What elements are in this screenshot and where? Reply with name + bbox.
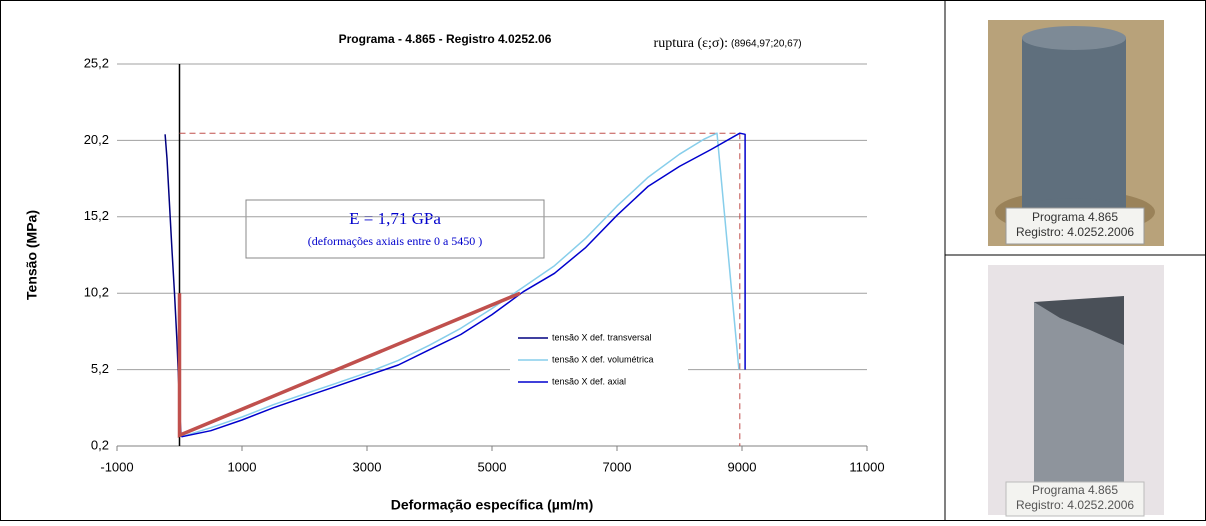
y-tick-label: 10,2	[84, 285, 109, 300]
legend-label: tensão X def. axial	[552, 376, 626, 386]
photo: Programa 4.865 Registro: 4.0252.2006	[988, 265, 1164, 517]
y-axis-label: Tensão (MPa)	[24, 210, 40, 300]
x-tick-label: 5000	[478, 459, 507, 474]
x-axis-label: Deformação específica (µm/m)	[391, 497, 594, 513]
annotation: (deformações axiais entre 0 a 5450 )	[308, 234, 483, 248]
x-tick-label: 7000	[603, 459, 632, 474]
x-tick-label: 9000	[728, 459, 757, 474]
chart-title: Programa - 4.865 - Registro 4.0252.06	[339, 32, 552, 46]
annotation: E = 1,71 GPa	[349, 209, 441, 228]
photo-caption: Registro: 4.0252.2006	[1016, 498, 1134, 512]
series-line	[181, 132, 746, 438]
fit-line	[177, 291, 521, 438]
x-tick-label: 3000	[353, 459, 382, 474]
legend-label: tensão X def. transversal	[552, 332, 652, 342]
photo-caption: Programa 4.865	[1032, 483, 1118, 497]
photo: Programa 4.865 Registro: 4.0252.2006	[988, 20, 1164, 246]
x-tick-label: -1000	[100, 459, 133, 474]
x-tick-label: 1000	[228, 459, 257, 474]
y-tick-label: 20,2	[84, 132, 109, 147]
y-tick-label: 0,2	[91, 437, 109, 452]
photo-caption: Programa 4.865	[1032, 210, 1118, 224]
legend-label: tensão X def. volumétrica	[552, 354, 654, 364]
y-tick-label: 15,2	[84, 208, 109, 223]
annotation: (8964,97;20,67)	[731, 39, 802, 50]
y-tick-label: 25,2	[84, 55, 109, 70]
annotation: ruptura (ε;σ):	[654, 36, 728, 51]
series-line	[181, 132, 740, 438]
photo-caption: Registro: 4.0252.2006	[1016, 225, 1134, 239]
annotation-box	[245, 199, 545, 259]
y-tick-label: 5,2	[91, 361, 109, 376]
x-tick-label: 11000	[849, 459, 884, 474]
